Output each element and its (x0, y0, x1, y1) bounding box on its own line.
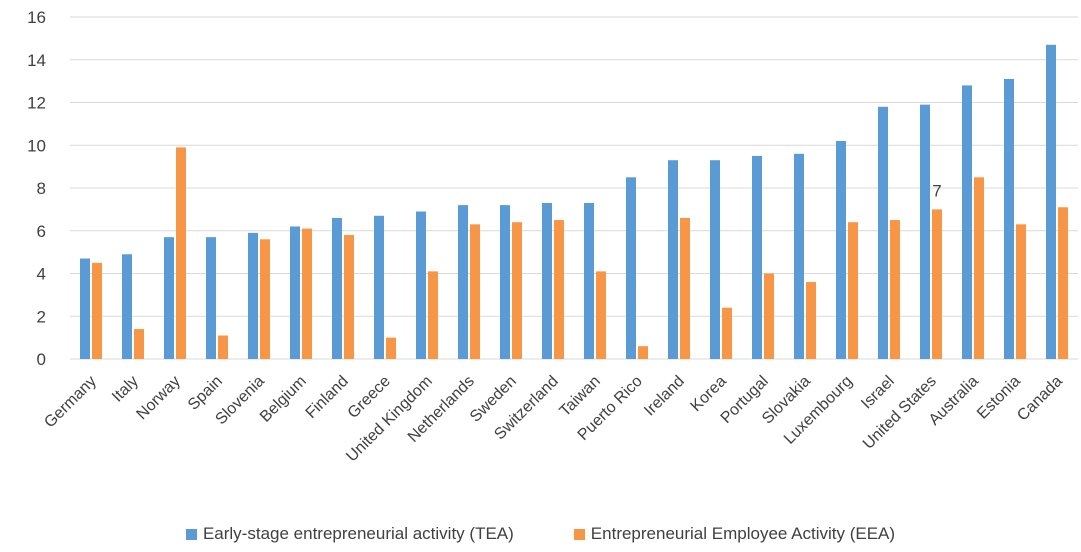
x-tick-label: Finland (303, 373, 352, 422)
x-tick-label: Germany (41, 373, 100, 432)
legend-swatch-eea (573, 528, 585, 540)
bar-tea-united-kingdom (416, 211, 426, 359)
y-tick-label: 8 (37, 179, 46, 198)
bar-tea-slovenia (248, 232, 258, 359)
bar-tea-korea (710, 160, 720, 359)
bar-eea-belgium (302, 228, 312, 359)
x-tick-label: Norway (133, 373, 183, 423)
bar-eea-united-states (932, 209, 942, 359)
y-axis-tick-labels: 0 2 4 6 8 10 12 14 16 (27, 8, 46, 369)
bar-eea-spain (218, 335, 228, 359)
bar-eea-united-kingdom (428, 271, 438, 359)
bar-eea-sweden (512, 222, 522, 359)
bar-tea-spain (206, 237, 216, 359)
y-tick-label: 2 (37, 307, 46, 326)
x-tick-label: Israel (858, 373, 898, 413)
legend-swatch-tea (185, 528, 197, 540)
bar-tea-germany (80, 258, 90, 359)
bar-eea-germany (92, 262, 102, 359)
legend-label-eea: Entrepreneurial Employee Activity (EEA) (590, 524, 896, 543)
bar-eea-netherlands (470, 224, 480, 359)
bar-tea-canada (1046, 44, 1056, 359)
data-label: 7 (932, 181, 941, 200)
legend-item-eea: Entrepreneurial Employee Activity (EEA) (573, 524, 896, 544)
bar-tea-israel (878, 106, 888, 360)
bar-tea-switzerland (542, 202, 552, 359)
bar-tea-united-states (920, 104, 930, 359)
legend-item-tea: Early-stage entrepreneurial activity (TE… (185, 524, 514, 544)
legend: Early-stage entrepreneurial activity (TE… (0, 520, 1081, 548)
x-tick-label: Italy (109, 373, 142, 406)
bar-tea-taiwan (584, 202, 594, 359)
bar-eea-korea (722, 307, 732, 359)
bar-tea-norway (164, 237, 174, 359)
y-tick-label: 16 (27, 8, 46, 27)
bar-eea-slovakia (806, 282, 816, 359)
bar-eea-canada (1058, 207, 1068, 359)
bar-tea-greece (374, 215, 384, 359)
bar-eea-ireland (680, 217, 690, 359)
bar-eea-puerto-rico (638, 346, 648, 359)
y-tick-label: 12 (27, 94, 46, 113)
bar-eea-slovenia (260, 239, 270, 359)
y-tick-label: 4 (37, 265, 46, 284)
bar-eea-israel (890, 220, 900, 359)
annotations: 7 (932, 181, 941, 200)
bar-eea-finland (344, 235, 354, 359)
x-tick-label: Canada (1014, 373, 1066, 425)
bar-eea-greece (386, 337, 396, 359)
x-tick-label: Ireland (641, 373, 688, 420)
x-tick-label: United States (860, 373, 940, 453)
bar-tea-sweden (500, 205, 510, 359)
bar-eea-estonia (1016, 224, 1026, 359)
y-tick-label: 10 (27, 136, 46, 155)
bar-tea-italy (122, 254, 132, 359)
gridlines (70, 16, 1078, 360)
bar-tea-netherlands (458, 205, 468, 359)
bar-tea-puerto-rico (626, 177, 636, 359)
bar-eea-luxembourg (848, 222, 858, 359)
bars (80, 44, 1068, 360)
bar-eea-norway (176, 147, 186, 359)
bar-eea-taiwan (596, 271, 606, 359)
y-tick-label: 6 (37, 222, 46, 241)
y-tick-label: 14 (27, 51, 46, 70)
bar-tea-portugal (752, 155, 762, 359)
bar-eea-portugal (764, 273, 774, 359)
bar-tea-slovakia (794, 153, 804, 359)
bar-tea-estonia (1004, 78, 1014, 360)
bar-tea-luxembourg (836, 140, 846, 359)
bar-tea-australia (962, 85, 972, 360)
bar-tea-ireland (668, 160, 678, 359)
bar-eea-italy (134, 329, 144, 359)
bar-eea-switzerland (554, 220, 564, 359)
bar-tea-belgium (290, 226, 300, 359)
x-tick-label: Belgium (257, 373, 310, 426)
bar-tea-finland (332, 217, 342, 359)
legend-label-tea: Early-stage entrepreneurial activity (TE… (202, 524, 514, 543)
bar-eea-australia (974, 177, 984, 359)
y-tick-label: 0 (37, 350, 46, 369)
